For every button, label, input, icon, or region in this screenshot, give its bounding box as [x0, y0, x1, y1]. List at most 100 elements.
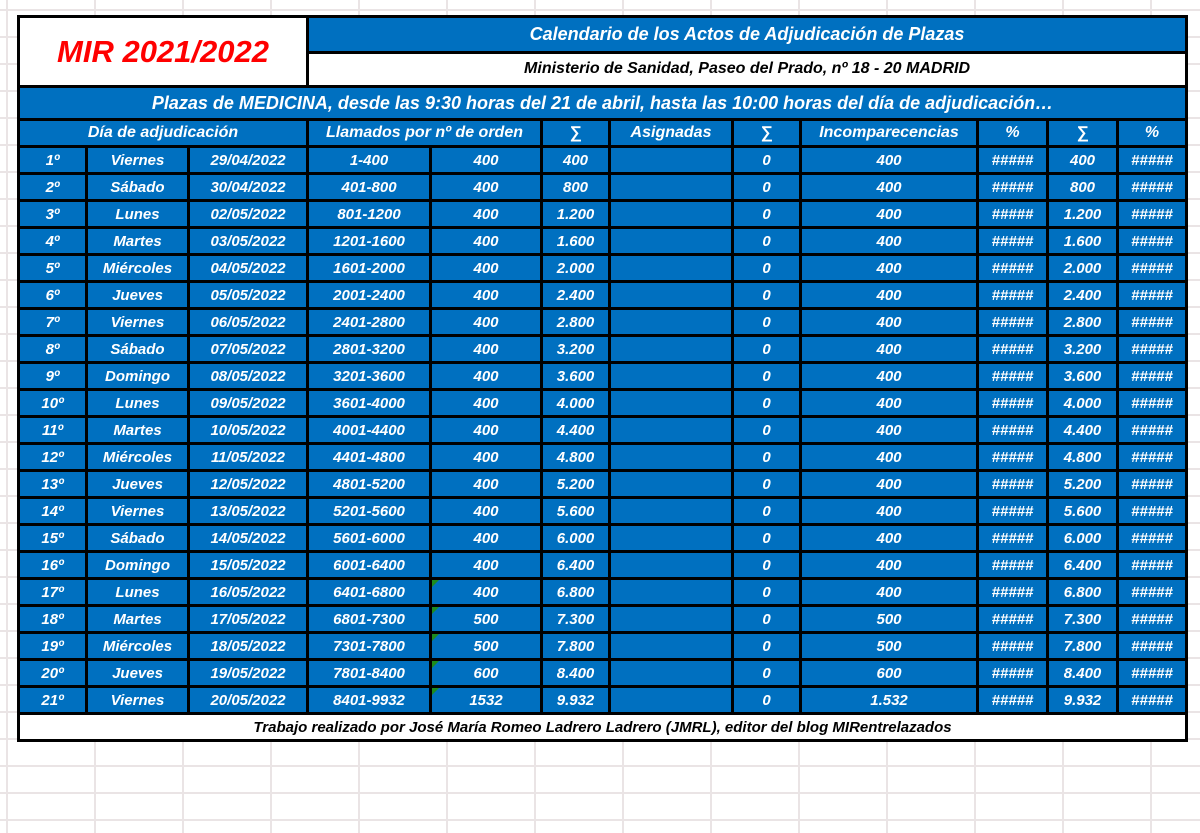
- cell-sum-called[interactable]: 5.200: [540, 469, 612, 499]
- cell-day[interactable]: Jueves: [85, 280, 190, 310]
- cell-sum-total[interactable]: 7.800: [1046, 631, 1120, 661]
- cell-sum-total[interactable]: 2.800: [1046, 307, 1120, 337]
- cell-assigned[interactable]: [608, 361, 735, 391]
- cell-assigned[interactable]: [608, 469, 735, 499]
- cell-date[interactable]: 02/05/2022: [186, 199, 310, 229]
- cell-sum-called[interactable]: 1.200: [540, 199, 612, 229]
- cell-sum-assigned[interactable]: 0: [731, 685, 803, 715]
- cell-no-shows[interactable]: 400: [799, 226, 980, 256]
- cell-no-shows[interactable]: 400: [799, 415, 980, 445]
- cell-pct-1[interactable]: #####: [976, 685, 1050, 715]
- cell-pct-2[interactable]: #####: [1116, 253, 1189, 283]
- cell-day[interactable]: Martes: [85, 226, 190, 256]
- cell-pct-2[interactable]: #####: [1116, 631, 1189, 661]
- cell-assigned[interactable]: [608, 253, 735, 283]
- cell-order-range[interactable]: 801-1200: [306, 199, 433, 229]
- cell-sum-assigned[interactable]: 0: [731, 253, 803, 283]
- cell-sum-called[interactable]: 8.400: [540, 658, 612, 688]
- calendar-title-cell[interactable]: Calendario de los Actos de Adjudicación …: [306, 15, 1189, 54]
- cell-ordinal[interactable]: 5º: [17, 253, 88, 283]
- cell-no-shows[interactable]: 400: [799, 172, 980, 202]
- header-cell-asignadas[interactable]: Asignadas: [608, 118, 735, 148]
- cell-called-count[interactable]: 400: [429, 226, 544, 256]
- cell-pct-2[interactable]: #####: [1116, 469, 1189, 499]
- cell-date[interactable]: 07/05/2022: [186, 334, 310, 364]
- cell-pct-2[interactable]: #####: [1116, 199, 1189, 229]
- cell-ordinal[interactable]: 20º: [17, 658, 88, 688]
- cell-assigned[interactable]: [608, 334, 735, 364]
- cell-order-range[interactable]: 3601-4000: [306, 388, 433, 418]
- cell-date[interactable]: 16/05/2022: [186, 577, 310, 607]
- cell-pct-1[interactable]: #####: [976, 442, 1050, 472]
- cell-assigned[interactable]: [608, 172, 735, 202]
- cell-date[interactable]: 11/05/2022: [186, 442, 310, 472]
- cell-date[interactable]: 19/05/2022: [186, 658, 310, 688]
- cell-day[interactable]: Lunes: [85, 388, 190, 418]
- cell-assigned[interactable]: [608, 604, 735, 634]
- cell-assigned[interactable]: [608, 442, 735, 472]
- cell-no-shows[interactable]: 500: [799, 604, 980, 634]
- cell-order-range[interactable]: 4001-4400: [306, 415, 433, 445]
- cell-ordinal[interactable]: 6º: [17, 280, 88, 310]
- cell-pct-2[interactable]: #####: [1116, 145, 1189, 175]
- cell-pct-1[interactable]: #####: [976, 334, 1050, 364]
- cell-order-range[interactable]: 1601-2000: [306, 253, 433, 283]
- cell-day[interactable]: Sábado: [85, 523, 190, 553]
- header-cell-sum-assigned[interactable]: ∑: [731, 118, 803, 148]
- cell-sum-assigned[interactable]: 0: [731, 496, 803, 526]
- cell-day[interactable]: Viernes: [85, 496, 190, 526]
- cell-pct-2[interactable]: #####: [1116, 280, 1189, 310]
- cell-no-shows[interactable]: 400: [799, 199, 980, 229]
- cell-date[interactable]: 09/05/2022: [186, 388, 310, 418]
- cell-sum-assigned[interactable]: 0: [731, 415, 803, 445]
- cell-pct-2[interactable]: #####: [1116, 226, 1189, 256]
- cell-pct-1[interactable]: #####: [976, 496, 1050, 526]
- cell-assigned[interactable]: [608, 199, 735, 229]
- cell-sum-called[interactable]: 5.600: [540, 496, 612, 526]
- cell-order-range[interactable]: 1201-1600: [306, 226, 433, 256]
- cell-assigned[interactable]: [608, 496, 735, 526]
- cell-sum-called[interactable]: 2.800: [540, 307, 612, 337]
- cell-sum-total[interactable]: 7.300: [1046, 604, 1120, 634]
- cell-date[interactable]: 30/04/2022: [186, 172, 310, 202]
- cell-ordinal[interactable]: 14º: [17, 496, 88, 526]
- cell-assigned[interactable]: [608, 307, 735, 337]
- cell-sum-total[interactable]: 800: [1046, 172, 1120, 202]
- cell-ordinal[interactable]: 15º: [17, 523, 88, 553]
- cell-ordinal[interactable]: 18º: [17, 604, 88, 634]
- cell-ordinal[interactable]: 7º: [17, 307, 88, 337]
- header-cell-incomparecencias[interactable]: Incomparecencias: [799, 118, 980, 148]
- cell-date[interactable]: 04/05/2022: [186, 253, 310, 283]
- cell-assigned[interactable]: [608, 415, 735, 445]
- cell-pct-1[interactable]: #####: [976, 523, 1050, 553]
- cell-order-range[interactable]: 5601-6000: [306, 523, 433, 553]
- header-cell-pct-1[interactable]: %: [976, 118, 1050, 148]
- cell-pct-1[interactable]: #####: [976, 469, 1050, 499]
- cell-pct-2[interactable]: #####: [1116, 685, 1189, 715]
- cell-ordinal[interactable]: 19º: [17, 631, 88, 661]
- cell-no-shows[interactable]: 400: [799, 442, 980, 472]
- cell-sum-assigned[interactable]: 0: [731, 388, 803, 418]
- cell-assigned[interactable]: [608, 145, 735, 175]
- credit-footer-cell[interactable]: Trabajo realizado por José María Romeo L…: [16, 712, 1189, 742]
- cell-pct-2[interactable]: #####: [1116, 442, 1189, 472]
- cell-order-range[interactable]: 4401-4800: [306, 442, 433, 472]
- cell-order-range[interactable]: 7801-8400: [306, 658, 433, 688]
- cell-date[interactable]: 13/05/2022: [186, 496, 310, 526]
- cell-sum-total[interactable]: 6.800: [1046, 577, 1120, 607]
- cell-pct-1[interactable]: #####: [976, 658, 1050, 688]
- cell-sum-assigned[interactable]: 0: [731, 361, 803, 391]
- cell-assigned[interactable]: [608, 577, 735, 607]
- cell-date[interactable]: 06/05/2022: [186, 307, 310, 337]
- cell-sum-called[interactable]: 4.400: [540, 415, 612, 445]
- cell-ordinal[interactable]: 3º: [17, 199, 88, 229]
- cell-no-shows[interactable]: 400: [799, 253, 980, 283]
- cell-pct-2[interactable]: #####: [1116, 658, 1189, 688]
- cell-sum-total[interactable]: 4.000: [1046, 388, 1120, 418]
- cell-assigned[interactable]: [608, 550, 735, 580]
- cell-pct-1[interactable]: #####: [976, 577, 1050, 607]
- cell-no-shows[interactable]: 1.532: [799, 685, 980, 715]
- cell-assigned[interactable]: [608, 226, 735, 256]
- cell-sum-called[interactable]: 4.800: [540, 442, 612, 472]
- cell-date[interactable]: 14/05/2022: [186, 523, 310, 553]
